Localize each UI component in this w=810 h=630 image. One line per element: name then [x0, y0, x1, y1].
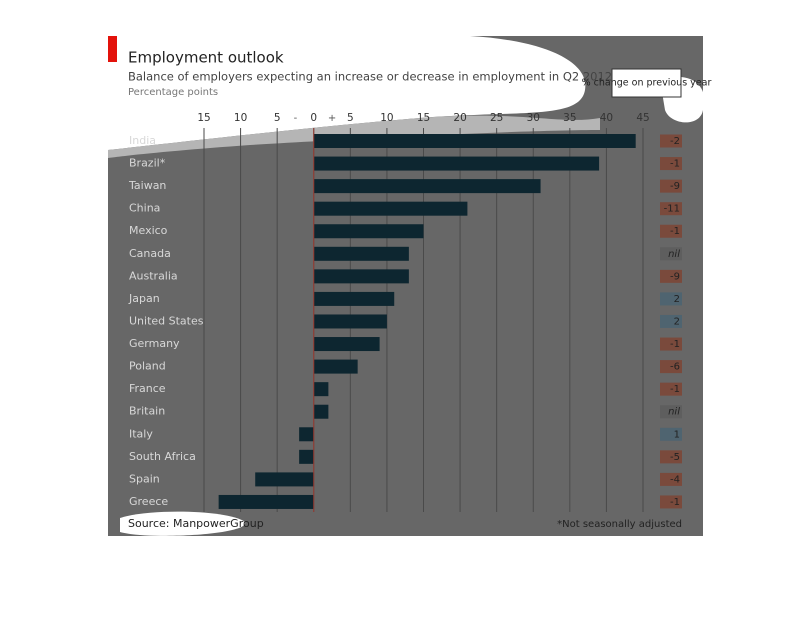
change-value: nil — [668, 407, 680, 418]
y-tick-label: Germany — [129, 337, 180, 350]
x-tick-label: 5 — [347, 112, 354, 124]
change-value: -9 — [670, 181, 680, 192]
change-cell — [660, 179, 682, 193]
y-tick-label: Italy — [129, 427, 153, 440]
change-cell — [660, 247, 682, 261]
y-tick-label: Japan — [128, 292, 160, 305]
bar — [313, 201, 468, 216]
bar — [299, 449, 314, 464]
x-tick-label: 5 — [274, 112, 281, 124]
bar — [313, 269, 409, 284]
y-tick-label: Brazil* — [129, 157, 166, 170]
x-tick-label: 40 — [600, 112, 613, 124]
change-cell — [660, 472, 682, 486]
change-value: 2 — [674, 316, 680, 327]
y-tick-label: Spain — [129, 472, 160, 485]
bar — [313, 359, 358, 374]
source: Source: ManpowerGroup — [128, 517, 264, 530]
source-blob — [120, 511, 246, 536]
y-tick-label: United States — [129, 314, 204, 327]
bar — [313, 179, 541, 194]
x-tick-label: 10 — [234, 112, 247, 124]
y-tick-label: Canada — [129, 247, 171, 260]
y-tick-label: Taiwan — [128, 179, 166, 192]
bar — [313, 382, 329, 397]
y-tick-label: France — [129, 382, 166, 395]
change-cell — [660, 314, 682, 328]
x-tick-label: 30 — [527, 112, 540, 124]
change-cell — [660, 202, 682, 216]
change-cell — [660, 360, 682, 374]
bar — [299, 427, 314, 442]
change-value: -4 — [670, 474, 680, 485]
change-value: -11 — [664, 204, 680, 215]
subtitle: Balance of employers expecting an increa… — [128, 70, 612, 84]
sign-label: + — [328, 113, 336, 124]
change-cell — [660, 382, 682, 396]
x-tick-label: 15 — [197, 112, 210, 124]
change-value: -9 — [670, 271, 680, 282]
bar — [313, 337, 380, 352]
change-cell — [660, 292, 682, 306]
x-tick-label: 25 — [490, 112, 503, 124]
change-cell — [660, 405, 682, 419]
y-tick-label: Poland — [129, 360, 166, 373]
highlight-blob — [108, 36, 586, 150]
legend-box — [611, 68, 682, 98]
y-tick-label: India — [129, 134, 156, 147]
x-tick-label: 10 — [380, 112, 393, 124]
x-tick-label: 15 — [417, 112, 430, 124]
bar — [313, 314, 387, 329]
change-value: -1 — [670, 384, 680, 395]
sign-label: - — [294, 113, 298, 124]
change-value: -2 — [670, 136, 680, 147]
bar — [255, 472, 314, 487]
change-value: -1 — [670, 159, 680, 170]
y-tick-label: Britain — [129, 405, 165, 418]
red-tag — [108, 36, 117, 62]
axis-label: Percentage points — [128, 87, 218, 98]
x-tick-label: 0 — [310, 112, 317, 124]
y-tick-label: Greece — [129, 495, 168, 508]
bar — [313, 134, 636, 148]
bar — [313, 156, 600, 171]
y-tick-label: Australia — [129, 269, 178, 282]
change-cell — [660, 495, 682, 509]
change-cell — [660, 337, 682, 351]
change-value: -1 — [670, 339, 680, 350]
change-cell — [660, 157, 682, 171]
change-header: % change on previous year — [582, 78, 712, 89]
change-cell — [660, 269, 682, 283]
bar — [313, 291, 395, 306]
change-value: -1 — [670, 226, 680, 237]
change-value: -5 — [670, 452, 680, 463]
x-tick-label: 20 — [453, 112, 466, 124]
y-tick-label: Mexico — [129, 224, 168, 237]
x-tick-label: 35 — [563, 112, 576, 124]
change-value: nil — [668, 249, 680, 260]
change-value: 2 — [674, 294, 680, 305]
change-value: -6 — [670, 362, 680, 373]
change-cell — [660, 450, 682, 464]
x-tick-label: 45 — [636, 112, 649, 124]
y-tick-label: China — [129, 202, 160, 215]
change-cell — [660, 134, 682, 148]
bar — [313, 404, 329, 419]
y-tick-label: South Africa — [129, 450, 196, 463]
change-value: 1 — [674, 429, 680, 440]
bar — [313, 246, 409, 261]
chart-title: Employment outlook — [128, 49, 284, 67]
bar — [313, 224, 424, 239]
change-cell — [660, 224, 682, 238]
change-cell — [660, 427, 682, 441]
note: *Not seasonally adjusted — [557, 519, 682, 530]
change-value: -1 — [670, 497, 680, 508]
bar — [218, 494, 314, 509]
